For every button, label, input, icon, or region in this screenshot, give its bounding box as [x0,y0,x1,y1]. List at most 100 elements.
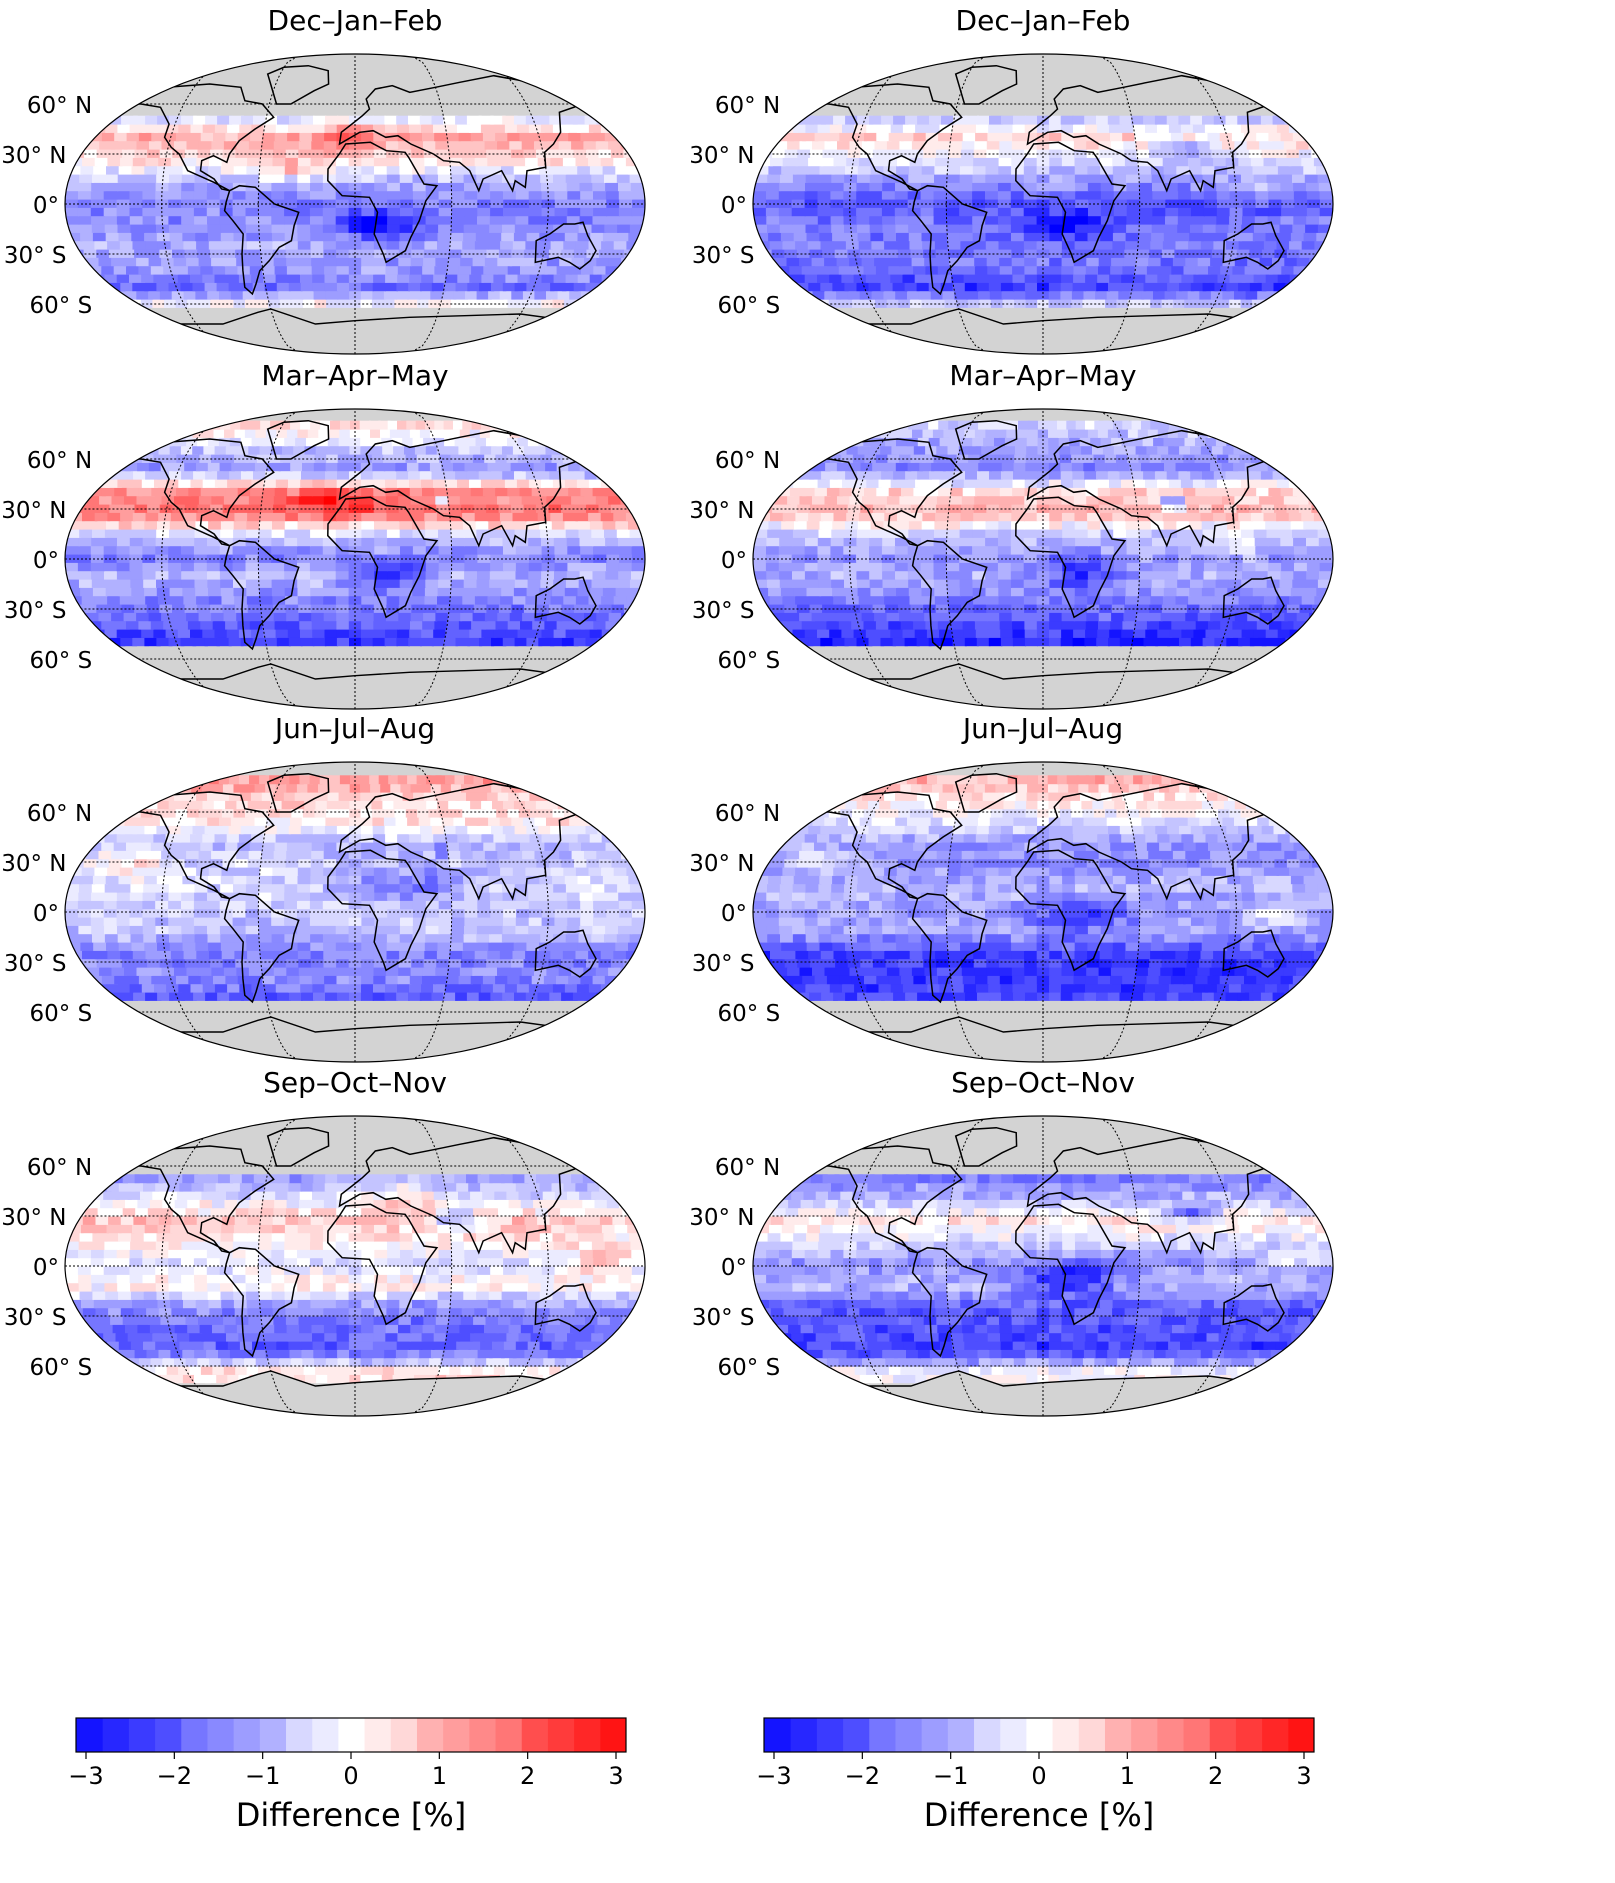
data-cell [547,1349,565,1359]
data-cell [284,182,298,192]
data-cell [1111,257,1126,267]
data-cell [860,249,875,258]
data-cell [585,1374,606,1384]
data-cell [150,620,167,630]
data-cell [382,445,396,455]
data-cell [130,1291,146,1300]
data-cell [150,265,167,275]
data-cell [374,190,388,200]
data-cell [191,1341,207,1350]
data-cell [129,124,146,133]
data-cell [904,282,920,292]
data-cell [145,240,161,250]
data-cell [111,257,127,267]
data-cell [425,215,440,225]
data-cell [309,1249,324,1259]
data-cell [1060,282,1074,292]
data-cell [168,1249,183,1259]
data-cell [617,842,635,851]
data-cell [225,800,241,810]
data-cell [558,495,575,505]
data-cell [322,199,337,208]
data-cell [186,257,202,267]
data-cell [588,157,604,167]
data-cell [605,570,620,580]
data-cell [521,783,541,793]
data-cell [561,858,577,868]
data-cell [436,604,451,613]
data-cell [271,892,286,901]
data-cell [411,604,426,613]
data-cell [1150,299,1166,308]
data-cell [1073,265,1088,275]
data-cell [300,629,314,638]
data-cell [497,967,512,976]
data-cell [287,487,301,497]
data-cell [81,240,98,250]
data-cell [431,282,446,292]
data-cell [792,274,810,283]
data-cell [271,562,285,572]
data-cell [309,545,324,555]
data-cell [361,604,375,613]
data-cell [481,833,497,843]
data-cell [361,149,375,158]
data-cell [247,504,263,513]
data-cell [111,850,127,860]
data-cell [618,570,633,580]
data-cell [474,240,490,250]
data-cell [273,1207,288,1217]
data-cell [300,479,314,488]
data-cell [304,445,318,455]
data-cell [79,174,94,183]
data-cell [348,1324,362,1334]
data-cell [313,992,327,1001]
data-cell [523,958,539,968]
data-cell [183,817,200,826]
data-cell [336,975,350,985]
data-cell [553,1241,568,1250]
data-cell [131,232,147,242]
data-cell [94,157,111,167]
data-cell [117,224,133,233]
data-cell [593,1366,613,1375]
data-cell [260,1216,275,1225]
data-cell [450,520,465,530]
data-cell [398,858,413,868]
data-cell [515,917,530,926]
data-cell [310,875,325,885]
data-cell [103,900,118,910]
data-cell [1134,265,1149,275]
data-cell [201,1332,217,1342]
data-cell [552,983,569,993]
data-cell [374,1282,388,1292]
data-cell [312,1182,326,1192]
data-cell [151,132,167,142]
data-cell [463,232,478,242]
data-cell [576,983,594,993]
data-cell [490,545,504,555]
data-cell [509,612,525,622]
data-cell [276,637,291,647]
data-cell [253,1349,269,1359]
data-cell [181,925,196,935]
data-cell [611,604,628,613]
data-cell [536,249,552,258]
data-cell [360,817,374,826]
data-cell [385,140,400,150]
data-cell [567,1249,582,1259]
data-cell [398,1207,413,1217]
data-cell [83,858,100,868]
data-cell [361,1207,375,1217]
data-cell [1082,299,1096,308]
data-cell [573,825,591,835]
data-cell [361,858,375,868]
data-cell [82,1216,99,1225]
data-cell [236,850,251,860]
data-cell [520,842,536,851]
data-cell [423,604,438,613]
data-cell [196,1307,212,1317]
data-cell [397,487,412,497]
data-cell [323,604,337,613]
data-cell [411,240,426,250]
